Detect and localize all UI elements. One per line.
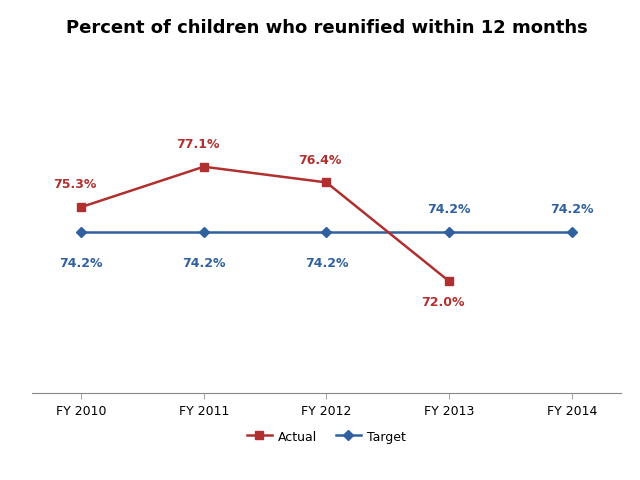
Text: 74.2%: 74.2% (550, 203, 593, 216)
Text: 74.2%: 74.2% (60, 257, 103, 270)
Text: 72.0%: 72.0% (421, 296, 465, 309)
Text: 76.4%: 76.4% (299, 153, 342, 166)
Text: 74.2%: 74.2% (182, 257, 225, 270)
Text: 75.3%: 75.3% (53, 178, 97, 191)
Text: 74.2%: 74.2% (305, 257, 348, 270)
Text: 77.1%: 77.1% (176, 138, 220, 151)
Title: Percent of children who reunified within 12 months: Percent of children who reunified within… (65, 19, 588, 36)
Legend: Actual, Target: Actual, Target (242, 425, 411, 448)
Text: 74.2%: 74.2% (428, 203, 471, 216)
